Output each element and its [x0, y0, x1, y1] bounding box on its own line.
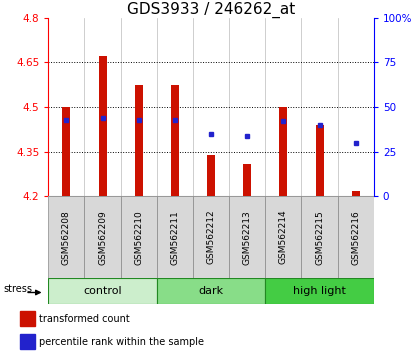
- Text: control: control: [83, 286, 122, 296]
- Text: GSM562209: GSM562209: [98, 210, 107, 264]
- Text: GSM562210: GSM562210: [134, 210, 143, 264]
- Bar: [315, 125, 323, 196]
- Text: GSM562213: GSM562213: [243, 210, 252, 264]
- Bar: [121, 196, 157, 278]
- Bar: [338, 196, 374, 278]
- Text: transformed count: transformed count: [39, 314, 129, 324]
- Text: percentile rank within the sample: percentile rank within the sample: [39, 337, 204, 347]
- Bar: [171, 85, 179, 196]
- Bar: [21, 334, 34, 349]
- Text: stress: stress: [4, 284, 33, 293]
- Bar: [265, 196, 302, 278]
- Bar: [48, 278, 157, 304]
- Bar: [265, 278, 374, 304]
- Text: GSM562208: GSM562208: [62, 210, 71, 264]
- Bar: [193, 196, 229, 278]
- Bar: [21, 311, 34, 326]
- Bar: [135, 85, 143, 196]
- Text: GSM562212: GSM562212: [207, 210, 215, 264]
- Bar: [279, 107, 287, 196]
- Bar: [84, 196, 121, 278]
- Text: high light: high light: [293, 286, 346, 296]
- Text: GSM562211: GSM562211: [171, 210, 179, 264]
- Bar: [157, 278, 265, 304]
- Text: GSM562215: GSM562215: [315, 210, 324, 264]
- Title: GDS3933 / 246262_at: GDS3933 / 246262_at: [127, 1, 295, 18]
- Bar: [48, 196, 84, 278]
- Text: dark: dark: [199, 286, 223, 296]
- Text: GSM562216: GSM562216: [351, 210, 360, 264]
- Bar: [302, 196, 338, 278]
- Bar: [207, 155, 215, 196]
- Text: GSM562214: GSM562214: [279, 210, 288, 264]
- Bar: [157, 196, 193, 278]
- Bar: [229, 196, 265, 278]
- Bar: [352, 190, 360, 196]
- Bar: [243, 164, 251, 196]
- Bar: [99, 56, 107, 196]
- Bar: [63, 107, 71, 196]
